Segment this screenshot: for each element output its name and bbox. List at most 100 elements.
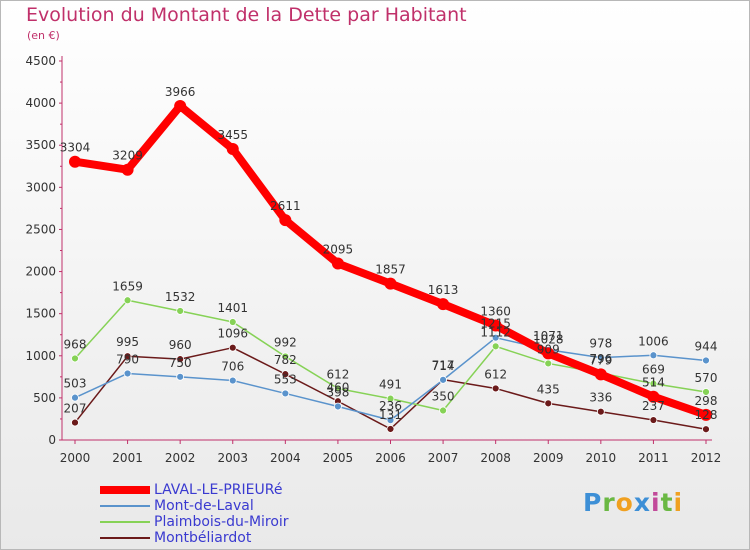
chart-subtitle: (en €) [27, 29, 60, 42]
data-label-1: 944 [695, 339, 718, 353]
y-tick-label: 500 [33, 391, 56, 405]
x-tick-label: 2009 [533, 451, 564, 465]
legend-label-plaimbois: Plaimbois-du-Miroir [154, 514, 289, 530]
data-point-3 [649, 416, 658, 424]
y-tick-label: 2000 [25, 265, 56, 279]
chart-legend: LAVAL-LE-PRIEURé Mont-de-Laval Plaimbois… [100, 482, 289, 546]
legend-swatch-mont-de-laval [100, 505, 150, 507]
data-label-0: 1028 [533, 332, 564, 346]
data-point-0 [121, 163, 134, 176]
data-point-3 [544, 399, 553, 408]
data-label-3: 336 [589, 391, 612, 405]
data-point-1 [334, 402, 342, 411]
x-tick-label: 2007 [428, 451, 459, 465]
data-point-2 [71, 354, 79, 363]
data-label-1: 978 [589, 337, 612, 351]
data-label-3: 435 [537, 382, 560, 396]
x-tick-label: 2001 [112, 451, 143, 465]
data-point-3 [386, 425, 395, 433]
y-tick-label: 0 [48, 433, 56, 447]
data-point-2 [702, 388, 710, 396]
data-point-3 [596, 407, 605, 416]
data-label-3: 128 [695, 408, 718, 422]
data-point-2 [544, 359, 553, 368]
data-label-3: 995 [116, 335, 139, 349]
data-point-3 [702, 425, 710, 434]
data-label-2: 350 [432, 390, 455, 404]
data-point-2 [439, 406, 447, 415]
x-tick-label: 2000 [60, 451, 91, 465]
data-label-2: 1659 [112, 279, 143, 293]
data-label-1: 790 [116, 352, 139, 366]
data-point-1 [71, 393, 79, 402]
data-label-0: 2095 [323, 243, 354, 257]
data-point-3 [71, 418, 79, 427]
data-label-3: 207 [64, 402, 87, 416]
data-point-2 [649, 379, 658, 388]
data-label-1: 1215 [480, 317, 511, 331]
chart-title: Evolution du Montant de la Dette par Hab… [26, 4, 467, 26]
data-point-0 [384, 277, 397, 290]
data-point-0 [174, 99, 187, 112]
data-label-0: 1857 [375, 263, 406, 277]
data-point-0 [437, 298, 450, 311]
data-label-0: 779 [589, 353, 612, 367]
data-label-3: 717 [432, 359, 455, 373]
legend-label-laval: LAVAL-LE-PRIEURé [154, 482, 283, 498]
y-tick-label: 4000 [25, 96, 56, 110]
data-point-2 [228, 318, 237, 326]
y-tick-label: 3000 [25, 180, 56, 194]
data-label-1: 236 [379, 399, 402, 413]
data-label-0: 3209 [112, 149, 143, 163]
data-label-2: 1401 [217, 301, 248, 315]
data-point-0 [594, 368, 607, 381]
data-label-2: 669 [642, 363, 665, 377]
data-point-0 [489, 319, 502, 332]
data-point-3 [491, 384, 500, 393]
y-tick-label: 4500 [25, 54, 56, 68]
x-tick-label: 2010 [586, 451, 617, 465]
legend-label-montbeliardot: Montbéliardot [154, 530, 252, 546]
data-label-3: 131 [379, 408, 402, 422]
data-label-0: 1613 [428, 283, 459, 297]
y-tick-label: 1500 [25, 307, 56, 321]
data-label-2: 992 [274, 335, 297, 349]
data-label-2: 968 [64, 337, 87, 351]
x-tick-label: 2011 [638, 451, 669, 465]
y-tick-label: 2500 [25, 222, 56, 236]
data-point-0 [226, 143, 239, 156]
data-point-3 [228, 343, 237, 352]
data-label-2: 1112 [480, 325, 511, 339]
data-label-1: 1006 [638, 334, 669, 348]
x-tick-label: 2004 [270, 451, 301, 465]
data-label-3: 960 [169, 338, 192, 352]
data-label-1: 706 [221, 360, 244, 374]
data-label-3: 1096 [217, 327, 248, 341]
data-label-3: 612 [484, 367, 507, 381]
data-label-0: 3455 [217, 128, 248, 142]
data-label-0: 1360 [480, 304, 511, 318]
data-label-0: 2611 [270, 199, 301, 213]
legend-item-plaimbois: Plaimbois-du-Miroir [100, 514, 289, 530]
data-label-1: 750 [169, 356, 192, 370]
x-tick-label: 2005 [323, 451, 354, 465]
data-point-1 [439, 375, 447, 384]
data-label-0: 298 [695, 394, 718, 408]
legend-swatch-plaimbois [100, 521, 150, 523]
data-point-2 [386, 394, 395, 403]
data-label-3: 460 [326, 380, 349, 394]
data-label-1: 714 [432, 359, 455, 373]
proxiti-logo: Proxiti [583, 488, 684, 517]
data-point-1 [176, 372, 185, 381]
data-point-1 [386, 416, 395, 425]
data-label-1: 553 [274, 372, 297, 386]
y-tick-label: 3500 [25, 138, 56, 152]
x-tick-label: 2008 [480, 451, 511, 465]
data-label-2: 612 [326, 367, 349, 381]
x-tick-label: 2012 [691, 451, 722, 465]
data-label-0: 514 [642, 376, 665, 390]
data-point-2 [281, 352, 290, 361]
y-tick-label: 1000 [25, 349, 56, 363]
data-point-1 [702, 356, 710, 365]
